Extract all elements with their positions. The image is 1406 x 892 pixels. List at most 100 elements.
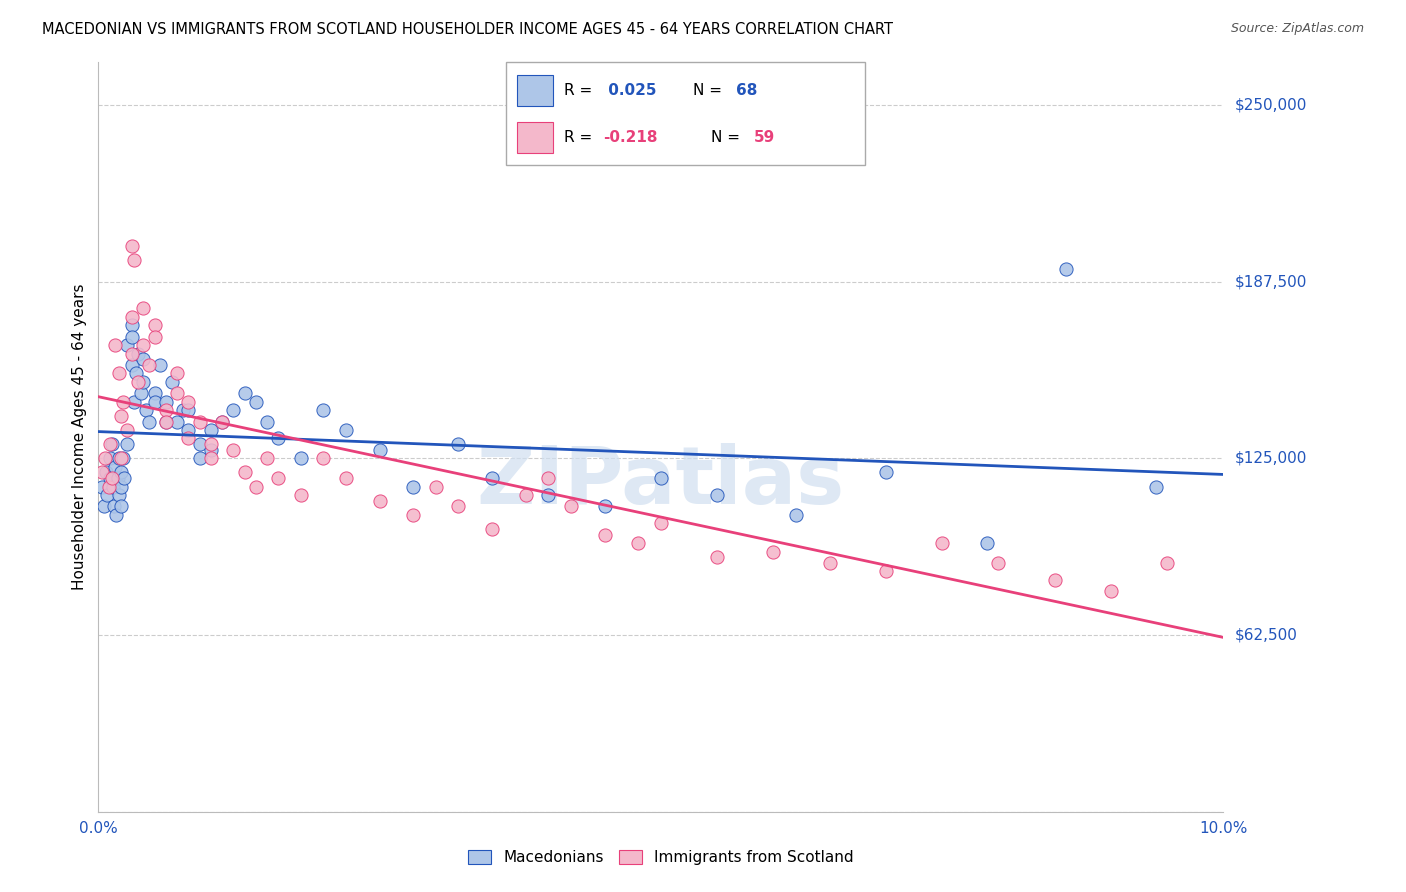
Text: ZIPatlas: ZIPatlas [477,443,845,521]
Point [211,415,233,429]
Point [481,522,503,536]
Point [105,508,128,522]
Point [256,415,278,429]
Point [101,479,124,493]
Point [537,471,560,485]
Point [785,508,807,522]
Point [931,536,953,550]
Point [188,451,211,466]
Point [101,471,124,485]
Point [98,437,121,451]
Text: 0.025: 0.025 [603,83,657,97]
Point [121,318,143,333]
Point [875,466,897,480]
Point [222,403,245,417]
Point [110,479,132,493]
Point [312,403,335,417]
Point [166,367,188,381]
Point [177,403,200,417]
Point [110,409,132,423]
Point [650,471,672,485]
Point [818,556,841,570]
Point [188,437,211,451]
Point [245,479,267,493]
Point [312,451,335,466]
Point [121,346,143,360]
Point [256,451,278,466]
Text: $250,000: $250,000 [1234,97,1306,112]
Point [200,423,222,437]
Text: 68: 68 [735,83,756,97]
Point [290,451,312,466]
Point [222,442,245,457]
Point [200,442,222,457]
Point [121,358,143,372]
Point [107,471,129,485]
FancyBboxPatch shape [506,62,865,165]
Point [627,536,650,550]
Y-axis label: Householder Income Ages 45 - 64 years: Householder Income Ages 45 - 64 years [72,284,87,591]
Text: N =: N = [710,130,740,145]
Point [762,544,785,558]
Point [94,451,117,466]
Point [132,375,155,389]
Point [177,394,200,409]
Point [112,471,135,485]
Point [1043,573,1066,587]
Point [107,451,129,466]
Point [96,488,118,502]
Text: R =: R = [564,83,592,97]
Text: 59: 59 [754,130,775,145]
Point [875,565,897,579]
Point [172,403,194,417]
Point [290,488,312,502]
Point [124,394,146,409]
Point [166,415,188,429]
Point [115,338,138,352]
Point [110,466,132,480]
Point [112,451,135,466]
Point [104,459,127,474]
Point [143,386,166,401]
Point [121,329,143,343]
Point [425,479,447,493]
Point [166,386,188,401]
Text: N =: N = [693,83,721,97]
Point [132,301,155,316]
Point [245,394,267,409]
Point [447,500,470,514]
Point [96,466,118,480]
Point [650,516,672,531]
Point [706,550,728,565]
Point [138,415,160,429]
Point [1144,479,1167,493]
Point [103,500,125,514]
Point [593,527,616,541]
Point [560,500,582,514]
Point [155,415,177,429]
Point [537,488,560,502]
Text: MACEDONIAN VS IMMIGRANTS FROM SCOTLAND HOUSEHOLDER INCOME AGES 45 - 64 YEARS COR: MACEDONIAN VS IMMIGRANTS FROM SCOTLAND H… [42,22,893,37]
Point [112,394,135,409]
Point [368,493,391,508]
Text: R =: R = [564,130,592,145]
Text: $125,000: $125,000 [1234,450,1306,466]
Point [233,466,256,480]
Point [121,239,143,253]
Point [177,423,200,437]
Bar [517,75,553,105]
Point [115,423,138,437]
Legend: Macedonians, Immigrants from Scotland: Macedonians, Immigrants from Scotland [461,844,860,871]
Point [143,329,166,343]
Point [335,471,357,485]
Point [976,536,998,550]
Point [97,479,120,493]
Point [335,423,357,437]
Point [593,500,616,514]
Point [368,442,391,457]
Point [129,386,152,401]
Point [149,358,172,372]
Point [188,415,211,429]
Point [107,367,129,381]
Bar [517,122,553,153]
